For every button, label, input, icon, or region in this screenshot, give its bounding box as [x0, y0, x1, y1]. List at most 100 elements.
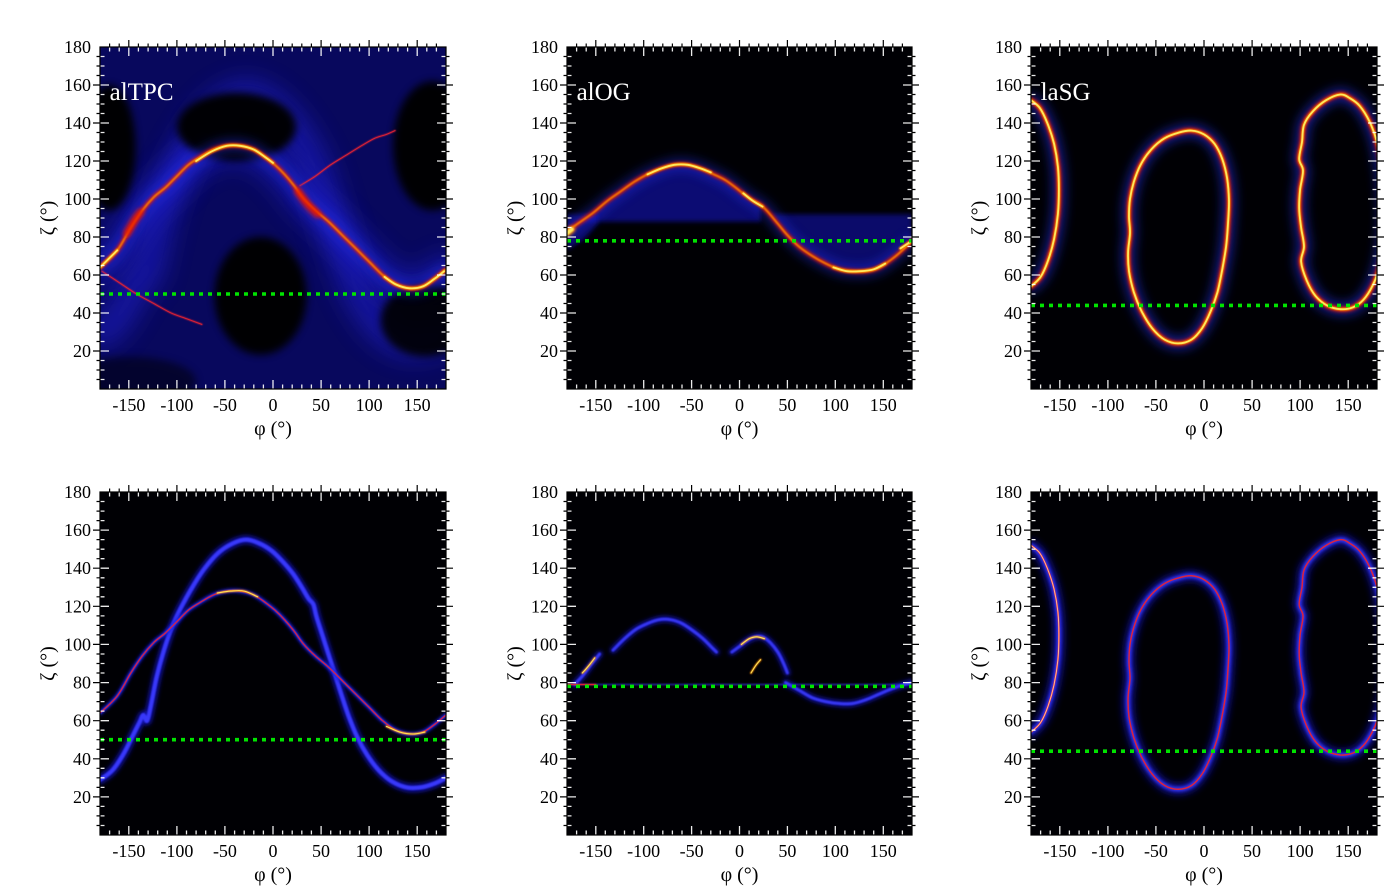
plot-frame	[99, 491, 447, 836]
caustic-red-knot-right	[294, 187, 322, 219]
y-axis-label: ζ (°)	[968, 646, 990, 681]
x-tick-label: -50	[213, 841, 237, 861]
y-tick-label: 40	[73, 749, 91, 769]
y-tick-label: 180	[995, 37, 1022, 57]
x-tick-label: -50	[680, 395, 704, 415]
panel-alOG: -150 -100 -50 0 50 100 150 20 40 60 80 100 120 140 160…	[504, 37, 919, 440]
y-tick-label: 40	[540, 303, 558, 323]
right-dip	[784, 681, 912, 706]
x-tick-label: -50	[680, 841, 704, 861]
y-tick-label: 140	[995, 558, 1022, 578]
black-void	[100, 85, 136, 211]
x-axis-label: φ (°)	[1185, 864, 1223, 886]
plot-area	[1031, 492, 1377, 835]
y-tick-label: 120	[531, 151, 558, 171]
x-tick-label: 100	[822, 395, 849, 415]
y-tick-label: 160	[64, 75, 91, 95]
x-tick-label: 150	[404, 841, 431, 861]
y-axis-label: ζ (°)	[37, 646, 59, 681]
black-void	[100, 356, 197, 389]
y-tick-label: 20	[1004, 341, 1022, 361]
x-tick-label: 50	[312, 841, 330, 861]
x-tick-label: 0	[269, 395, 278, 415]
left-streak-hot-core	[581, 657, 596, 674]
x-tick-label: 150	[404, 395, 431, 415]
y-tick-label: 40	[73, 303, 91, 323]
panel-title: laSG	[1041, 79, 1091, 106]
caustic-bright-peak	[195, 144, 274, 164]
y-tick-label: 60	[73, 265, 91, 285]
x-tick-label: -100	[1091, 841, 1124, 861]
panel-row1-col2: -150 -100 -50 0 50 100 150 20 40 60 80 100 120 140 160…	[968, 482, 1384, 886]
y-tick-label: 160	[64, 520, 91, 540]
x-tick-label: 0	[1200, 841, 1209, 861]
caustic-bright-kink	[742, 192, 764, 208]
right-blue-band	[770, 214, 912, 272]
y-tick-label: 120	[64, 151, 91, 171]
plot-background	[567, 492, 912, 835]
center-emission-ring	[1127, 129, 1230, 345]
x-tick-label: 100	[1287, 395, 1314, 415]
caustic-bright-peak	[646, 163, 712, 176]
tick-marks-inside	[567, 492, 912, 835]
left-edge-hot-blob	[567, 227, 574, 236]
x-axis-label: φ (°)	[721, 418, 759, 440]
x-tick-label: 50	[778, 841, 796, 861]
x-tick-label: 0	[1200, 395, 1209, 415]
x-tick-label: 50	[1243, 841, 1261, 861]
y-tick-label: 40	[1004, 749, 1022, 769]
x-tick-label: 150	[870, 395, 897, 415]
tick-marks-outside	[93, 485, 453, 827]
plot-frame	[566, 491, 913, 836]
y-tick-label: 140	[64, 558, 91, 578]
y-tick-label: 180	[64, 482, 91, 502]
x-tick-label: 150	[870, 841, 897, 861]
x-tick-label: 150	[1335, 395, 1362, 415]
tick-marks-inside	[567, 47, 912, 389]
small-hot-dash	[750, 659, 762, 674]
x-tick-label: -50	[1144, 395, 1168, 415]
y-tick-label: 80	[1004, 227, 1022, 247]
y-tick-label: 100	[531, 634, 558, 654]
tick-marks-outside	[1024, 40, 1384, 381]
y-tick-label: 100	[64, 634, 91, 654]
left-streak	[573, 652, 602, 686]
x-tick-label: 50	[778, 395, 796, 415]
y-tick-label: 60	[1004, 265, 1022, 285]
x-tick-label: 0	[735, 395, 744, 415]
x-axis-label: φ (°)	[254, 864, 292, 886]
y-tick-label: 120	[531, 596, 558, 616]
x-tick-label: -150	[1043, 395, 1076, 415]
right-emission-ring	[1298, 93, 1377, 311]
y-tick-label: 160	[995, 520, 1022, 540]
panel-title: alOG	[577, 79, 631, 106]
x-tick-label: -150	[112, 395, 145, 415]
center-arc-hot-core	[740, 636, 765, 645]
y-tick-label: 40	[1004, 303, 1022, 323]
y-tick-label: 80	[73, 227, 91, 247]
left-arc	[611, 617, 718, 654]
x-axis-label: φ (°)	[254, 418, 292, 440]
tick-marks-outside	[93, 40, 453, 381]
plot-area	[567, 492, 912, 835]
x-tick-label: -100	[160, 841, 193, 861]
black-void	[176, 92, 297, 161]
y-tick-label: 160	[995, 75, 1022, 95]
x-tick-label: -150	[579, 841, 612, 861]
y-tick-label: 60	[540, 265, 558, 285]
y-tick-label: 180	[531, 37, 558, 57]
x-tick-label: 0	[735, 841, 744, 861]
y-tick-label: 80	[1004, 673, 1022, 693]
y-axis-label: ζ (°)	[968, 201, 990, 236]
x-tick-label: 100	[356, 395, 383, 415]
x-tick-label: 50	[1243, 395, 1261, 415]
plot-frame	[1030, 491, 1378, 836]
y-tick-label: 100	[995, 634, 1022, 654]
y-tick-label: 80	[540, 673, 558, 693]
black-void	[380, 284, 446, 357]
panel-alTPC: -150 -100 -50 0 50 100 150 20 40 60 80 100 120 140 160…	[37, 37, 453, 440]
x-tick-label: 100	[356, 841, 383, 861]
x-tick-label: -100	[160, 395, 193, 415]
x-tick-label: -50	[213, 395, 237, 415]
caustic-orange-min	[385, 725, 426, 735]
